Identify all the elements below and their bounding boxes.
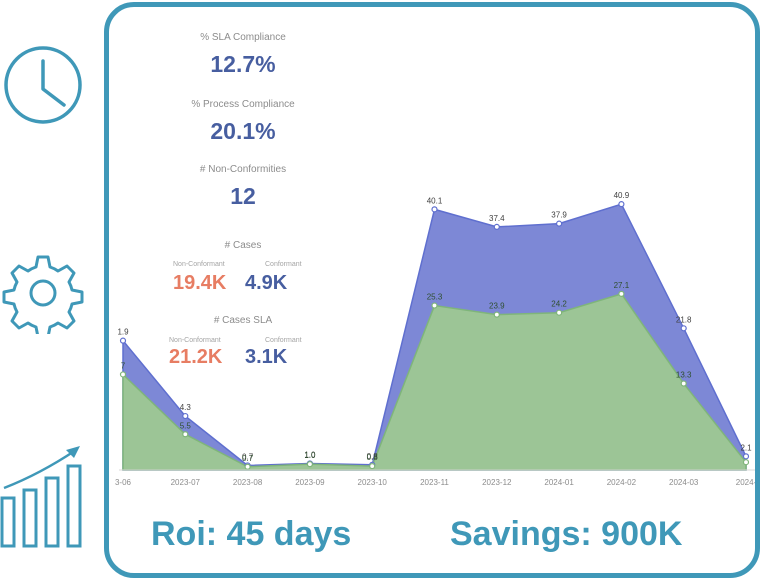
series-1-point (493, 223, 500, 230)
series-1-data-label: 37.9 (551, 211, 567, 220)
kpi-label: # Cases SLA (213, 315, 273, 326)
series-2-point (742, 459, 750, 466)
x-tick-label: 2024-01 (544, 478, 574, 487)
x-tick-label: 2023-07 (171, 478, 201, 487)
kpi-label: # Non-Conformities (199, 164, 287, 175)
savings-text: Savings: 900K (450, 515, 683, 553)
x-tick-label: 2023-10 (358, 478, 388, 487)
series-1-data-label: 1.9 (117, 328, 129, 337)
kpi-cases-label: # Cases (143, 240, 343, 251)
kpi-value: 20.1% (210, 118, 276, 144)
series-2-point (182, 431, 189, 438)
series-2-data-label: 0.7 (242, 454, 254, 463)
series-1-point (680, 325, 687, 332)
cases-sla-conformant-value: 3.1K (245, 346, 288, 368)
kpi-cases-sla-label: # Cases SLA (143, 315, 343, 326)
conformant-label: Conformant (265, 261, 302, 268)
series-2-data-label: 5.5 (180, 421, 192, 430)
series-1-data-label: 21.8 (676, 315, 692, 324)
kpi-non-conformities: # Non-Conformities 12 (143, 164, 343, 210)
series-1-point (556, 220, 563, 227)
series-2-point (556, 309, 563, 316)
series-2-data-label: 23.9 (489, 302, 505, 311)
series-2-point (119, 371, 127, 378)
series-2-data-label: 27.1 (614, 281, 630, 290)
series-1-data-label: 37.4 (489, 214, 505, 223)
series-2-data-label: 7 (121, 361, 126, 370)
area-chart: 1.9 4.3 0.7 1.0 0.8 40.1 37.4 37.9 40.9 21.8 2.1 7 5… (115, 191, 755, 487)
kpi-label: # Cases (224, 240, 262, 251)
series-2-point (306, 461, 313, 468)
x-tick-label: 2023-11 (420, 478, 449, 487)
series-2-point (431, 302, 438, 309)
series-2-data-label: 1.0 (304, 451, 316, 460)
kpi-label: % Process Compliance (191, 99, 295, 110)
series-2-data-label: 13.3 (676, 371, 692, 380)
cases-sla-non-conformant-value: 21.2K (169, 346, 223, 368)
series-1-data-label: 0.7 (242, 452, 254, 461)
gear-icon (2, 255, 84, 334)
x-tick-label: 2023-08 (233, 478, 263, 487)
x-tick-label: 2024- (736, 478, 755, 487)
clock-icon (4, 46, 82, 124)
x-tick-label: 2023-12 (482, 478, 512, 487)
series-1-point (431, 206, 438, 213)
series-1-data-label: 40.1 (427, 196, 443, 205)
roi-text: Roi: 45 days (151, 515, 352, 553)
series-2-area (122, 292, 747, 471)
series-2-point (493, 311, 500, 318)
cases-non-conformant-value: 19.4K (173, 272, 227, 294)
series-1-data-label: 4.3 (180, 403, 192, 412)
series-2-data-label: 24.2 (551, 300, 567, 309)
series-2-point (680, 380, 687, 387)
kpi-sla-compliance: % SLA Compliance 12.7% (143, 32, 343, 78)
non-conformant-label: Non-Conformant (173, 261, 225, 268)
growth-chart-icon (0, 446, 82, 548)
series-1-data-label: 40.9 (614, 191, 630, 200)
series-2-point (618, 290, 625, 297)
kpi-label: % SLA Compliance (200, 32, 286, 43)
series-2-point (244, 463, 251, 470)
x-tick-label: 3-06 (115, 478, 132, 487)
kpi-value: 12 (230, 183, 256, 209)
series-1-data-label: 1.0 (304, 451, 316, 460)
series-1-point (182, 412, 189, 420)
kpi-value: 12.7% (210, 51, 276, 77)
series-2-point (369, 463, 376, 470)
non-conformant-label: Non-Conformant (169, 337, 221, 344)
conformant-label: Conformant (265, 337, 302, 344)
series-2-data-label: 25.3 (427, 293, 443, 302)
series-2-data-label: 0.8 (367, 453, 379, 462)
x-tick-label: 2023-09 (295, 478, 325, 487)
series-1-data-label: 2.1 (740, 443, 752, 452)
dashboard-card: 1.9 4.3 0.7 1.0 0.8 40.1 37.4 37.9 40.9 21.8 2.1 7 5… (104, 2, 760, 578)
series-1-data-label: 0.8 (367, 452, 379, 461)
cases-conformant-value: 4.9K (245, 272, 288, 294)
series-1-point (742, 453, 750, 460)
x-tick-label: 2024-03 (669, 478, 699, 487)
kpi-process-compliance: % Process Compliance 20.1% (143, 99, 343, 145)
series-1-point (119, 337, 127, 344)
x-tick-label: 2024-02 (607, 478, 637, 487)
series-1-point (618, 201, 625, 208)
